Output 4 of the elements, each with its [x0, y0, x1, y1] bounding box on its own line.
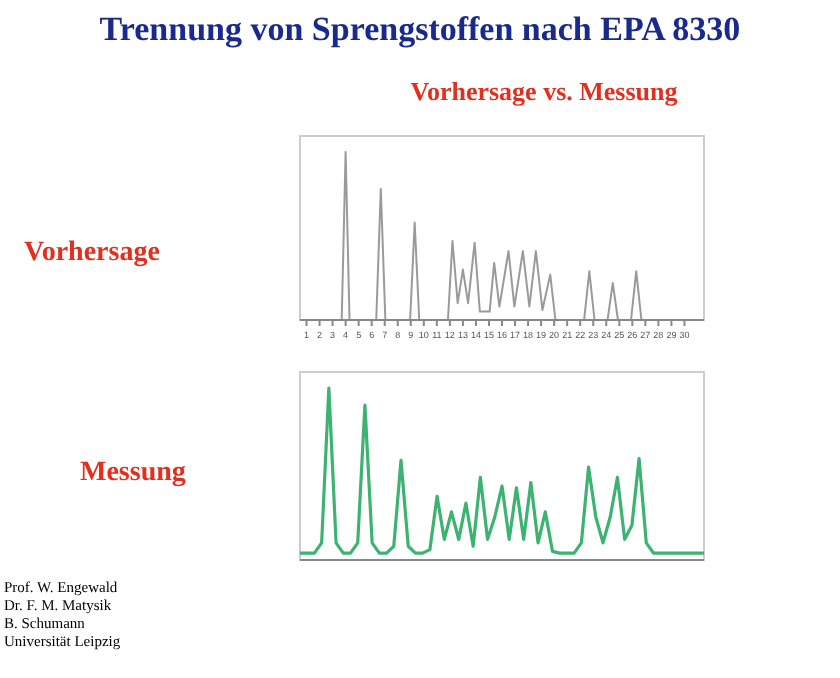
chart-subtitle: Vorhersage vs. Messung	[410, 76, 679, 106]
text: Vorhersage	[24, 238, 160, 268]
chart-title: Trennung von Sprengstoffen nach EPA 8330	[99, 10, 741, 48]
text: Messung	[80, 458, 186, 488]
